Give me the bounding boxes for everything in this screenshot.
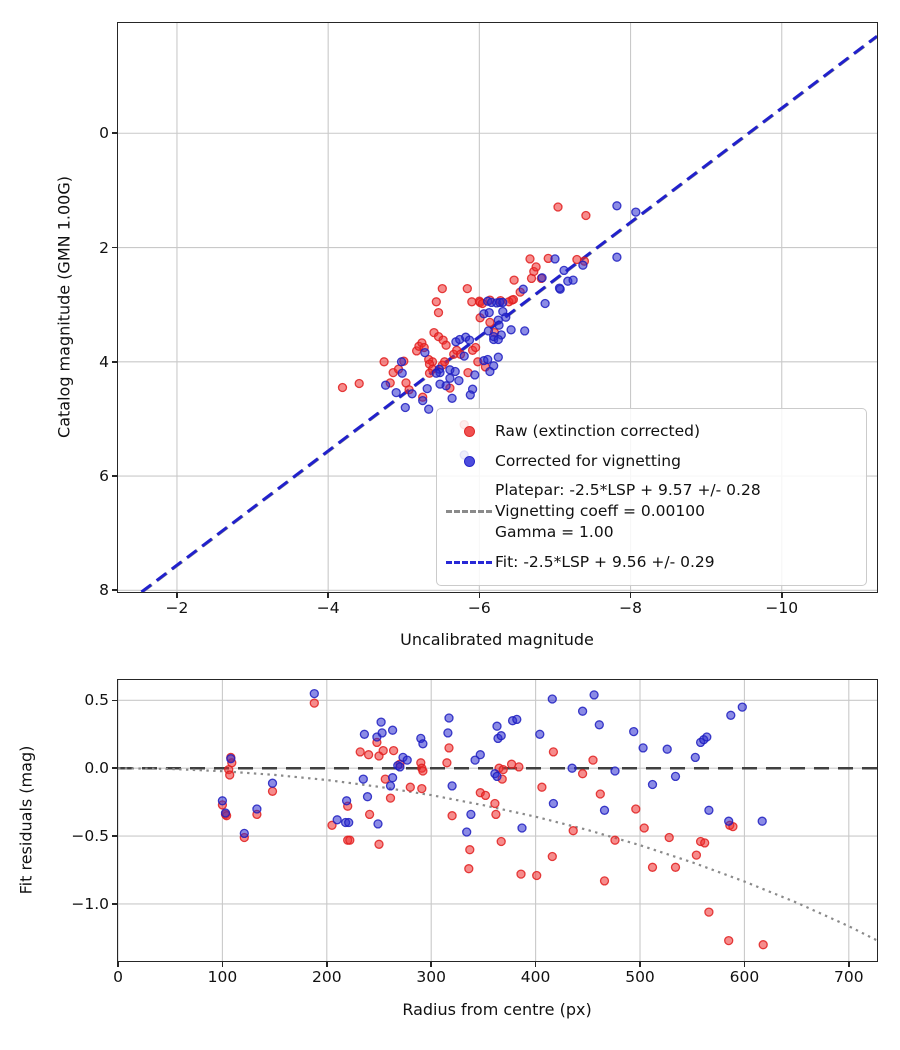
top-plot-axes: Raw (extinction corrected) Corrected for… bbox=[99, 22, 878, 617]
x-tick-mark bbox=[430, 961, 432, 967]
legend-item-corrected: Corrected for vignetting bbox=[443, 451, 856, 472]
x-tick-mark bbox=[534, 961, 537, 967]
x-tick-mark bbox=[629, 592, 632, 598]
legend-item-platepar: Platepar: -2.5*LSP + 9.57 +/- 0.28 Vigne… bbox=[443, 480, 856, 543]
top-plot-ylabel: Catalog magnitude (GMN 1.00G) bbox=[54, 176, 74, 438]
y-tick-mark bbox=[112, 360, 118, 363]
x-tick-label: −10 bbox=[765, 599, 799, 617]
legend-item-fit: Fit: -2.5*LSP + 9.56 +/- 0.29 bbox=[443, 552, 856, 573]
x-tick-mark bbox=[221, 961, 224, 967]
x-tick-label: 400 bbox=[520, 968, 551, 986]
legend: Raw (extinction corrected) Corrected for… bbox=[436, 408, 867, 586]
bottom-plot-ylabel: Fit residuals (mag) bbox=[16, 745, 36, 895]
y-tick-label: −0.5 bbox=[71, 827, 109, 846]
x-tick-label: −8 bbox=[619, 599, 642, 617]
top-plot-xlabel: Uncalibrated magnitude bbox=[400, 630, 594, 649]
y-tick-mark bbox=[112, 767, 118, 770]
legend-label-platepar-line2: Vignetting coeff = 0.00100 bbox=[495, 502, 705, 521]
x-tick-mark bbox=[327, 592, 329, 598]
x-tick-label: 100 bbox=[207, 968, 238, 986]
legend-label-fit: Fit: -2.5*LSP + 9.56 +/- 0.29 bbox=[495, 552, 715, 571]
series-raw-extinction-corrected- bbox=[217, 698, 768, 950]
x-tick-mark bbox=[478, 592, 481, 598]
bottom-plot-xlabel: Radius from centre (px) bbox=[402, 1000, 592, 1019]
y-tick-mark bbox=[112, 475, 118, 477]
series-corrected-for-vignetting bbox=[217, 688, 767, 839]
y-tick-mark bbox=[112, 903, 118, 905]
x-tick-label: 700 bbox=[834, 968, 864, 986]
y-tick-mark bbox=[112, 589, 118, 592]
x-tick-mark bbox=[326, 961, 328, 967]
legend-label-raw: Raw (extinction corrected) bbox=[495, 422, 701, 441]
series-corrected-for-vignetting bbox=[380, 201, 641, 460]
vignetting-model-curve bbox=[118, 767, 877, 942]
bottom-plot-axes: 0 100 200 300 400 500 600 700 0.5 0.0 −0.5 −1.0 bbox=[71, 679, 878, 986]
y-tick-label: 2 bbox=[99, 238, 109, 257]
x-tick-mark bbox=[639, 961, 641, 967]
x-tick-mark bbox=[780, 592, 783, 598]
y-tick-label: 4 bbox=[99, 352, 109, 371]
y-tick-label: 0.0 bbox=[84, 759, 109, 778]
raw-marker-icon bbox=[443, 426, 495, 438]
legend-item-raw: Raw (extinction corrected) bbox=[443, 421, 856, 442]
top-plot-canvas bbox=[118, 23, 877, 592]
y-tick-mark bbox=[112, 246, 118, 249]
y-tick-label: 0.5 bbox=[84, 691, 109, 710]
x-tick-label: 600 bbox=[729, 968, 760, 986]
x-tick-label: 500 bbox=[625, 968, 655, 986]
legend-label-platepar: Platepar: -2.5*LSP + 9.57 +/- 0.28 Vigne… bbox=[495, 480, 856, 543]
legend-label-corrected: Corrected for vignetting bbox=[495, 451, 681, 470]
y-tick-mark bbox=[112, 835, 118, 837]
y-tick-label: 6 bbox=[99, 467, 109, 486]
bottom-plot-canvas bbox=[118, 680, 877, 961]
y-tick-label: 0 bbox=[99, 124, 109, 143]
legend-label-platepar-line3: Gamma = 1.00 bbox=[495, 523, 614, 542]
legend-label-platepar-line1: Platepar: -2.5*LSP + 9.57 +/- 0.28 bbox=[495, 481, 761, 500]
x-tick-label: −4 bbox=[316, 599, 340, 617]
x-tick-mark bbox=[176, 592, 178, 598]
x-tick-label: −2 bbox=[165, 599, 189, 617]
y-tick-mark bbox=[112, 132, 118, 135]
x-tick-mark bbox=[117, 961, 119, 967]
fit-dashed-line-icon bbox=[443, 560, 495, 564]
x-tick-label: 300 bbox=[416, 968, 446, 986]
x-tick-label: 200 bbox=[312, 968, 342, 986]
series-raw-extinction-corrected- bbox=[337, 202, 591, 430]
x-tick-mark bbox=[848, 961, 850, 967]
y-tick-label: 8 bbox=[99, 581, 109, 600]
y-tick-mark bbox=[112, 699, 118, 702]
x-tick-label: 0 bbox=[113, 968, 123, 986]
x-tick-label: −6 bbox=[467, 599, 491, 617]
platepar-dashed-line-icon bbox=[443, 510, 495, 514]
x-tick-mark bbox=[743, 961, 746, 967]
y-tick-label: −1.0 bbox=[71, 894, 109, 913]
corrected-marker-icon bbox=[443, 455, 495, 467]
